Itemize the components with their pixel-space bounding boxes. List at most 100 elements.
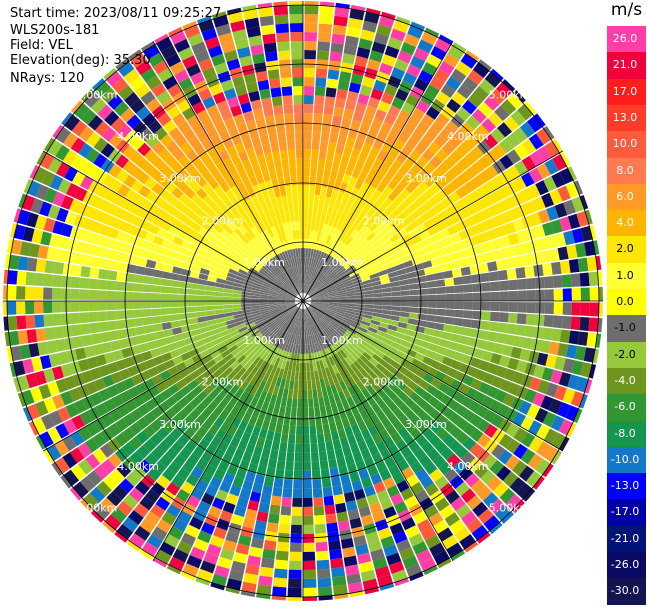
range-gate (163, 377, 176, 388)
range-gate (78, 159, 93, 175)
range-gate (487, 111, 503, 127)
range-gate (471, 273, 481, 284)
range-gate (344, 345, 353, 354)
range-gate (271, 283, 281, 290)
range-gate (363, 286, 374, 292)
range-gate (35, 435, 46, 450)
range-gate (309, 305, 317, 312)
range-gate (308, 266, 313, 276)
range-gate (213, 416, 225, 428)
range-gate (570, 316, 581, 331)
range-gate (407, 277, 418, 285)
range-gate (282, 322, 289, 331)
range-gate (298, 308, 302, 318)
range-gate (416, 421, 429, 434)
range-gate (362, 578, 379, 591)
range-gate (291, 362, 297, 372)
range-gate (314, 406, 321, 417)
range-gate (380, 417, 392, 429)
range-gate (529, 150, 544, 167)
range-gate (248, 90, 261, 102)
range-gate (234, 428, 245, 440)
range-gate (244, 471, 256, 483)
range-gate (375, 519, 389, 532)
range-gate (253, 108, 264, 120)
range-gate (111, 217, 123, 230)
range-gate (271, 96, 283, 107)
range-gate (314, 313, 322, 321)
range-gate (293, 104, 303, 114)
range-gate (156, 413, 170, 427)
range-gate (289, 416, 297, 426)
range-gate (435, 401, 448, 414)
range-gate (395, 350, 407, 359)
range-gate (339, 349, 348, 359)
range-gate (233, 313, 243, 319)
range-gate (293, 203, 299, 213)
range-gate (359, 225, 369, 235)
range-gate (276, 541, 290, 552)
range-gate (273, 577, 287, 588)
range-gate (367, 344, 378, 354)
range-gate (258, 221, 267, 232)
range-gate (512, 412, 526, 427)
range-gate (337, 428, 347, 440)
range-gate (297, 317, 301, 327)
range-gate (274, 224, 282, 235)
range-gate (108, 260, 120, 271)
range-gate (284, 406, 292, 417)
range-gate (186, 555, 202, 569)
range-gate (308, 194, 315, 204)
range-gate (387, 190, 399, 202)
range-gate (559, 436, 570, 451)
range-gate (438, 461, 452, 476)
range-gate (400, 233, 412, 243)
range-gate (94, 169, 108, 184)
range-gate (320, 186, 328, 197)
range-gate (450, 164, 464, 177)
range-gate (536, 352, 549, 366)
range-gate (194, 374, 206, 385)
range-gate (143, 275, 153, 285)
colorbar-tick-label: 10.0 (612, 137, 638, 151)
range-gate (404, 421, 417, 434)
range-gate (376, 149, 388, 162)
range-gate (104, 514, 122, 531)
range-gate (216, 372, 227, 383)
range-gate (226, 578, 242, 591)
range-gate (396, 211, 408, 223)
range-gate (336, 308, 346, 313)
range-gate (508, 290, 518, 301)
range-gate (108, 133, 124, 148)
range-gate (241, 370, 251, 380)
range-gate (52, 301, 62, 313)
range-gate (268, 513, 280, 524)
range-gate (536, 163, 551, 179)
range-gate (528, 436, 543, 453)
range-gate (466, 366, 479, 378)
range-gate (242, 312, 252, 317)
range-gate (405, 181, 417, 194)
range-gate (430, 257, 442, 267)
range-gate (271, 311, 280, 317)
range-gate (115, 58, 129, 70)
range-gate (218, 325, 229, 333)
range-gate (247, 229, 256, 239)
range-gate (303, 470, 312, 480)
range-gate (106, 301, 116, 311)
range-gate (359, 367, 369, 378)
range-gate (283, 322, 290, 332)
range-gate (353, 348, 363, 358)
range-gate (254, 213, 263, 224)
range-gate (565, 405, 579, 422)
range-gate (233, 257, 244, 266)
range-gate (414, 385, 426, 397)
range-gate (311, 140, 320, 150)
range-gate (319, 302, 329, 306)
range-gate (487, 204, 500, 218)
range-gate (195, 232, 206, 243)
range-gate (196, 289, 206, 296)
range-gate (434, 497, 450, 512)
range-gate (88, 311, 98, 323)
range-gate (261, 340, 270, 349)
